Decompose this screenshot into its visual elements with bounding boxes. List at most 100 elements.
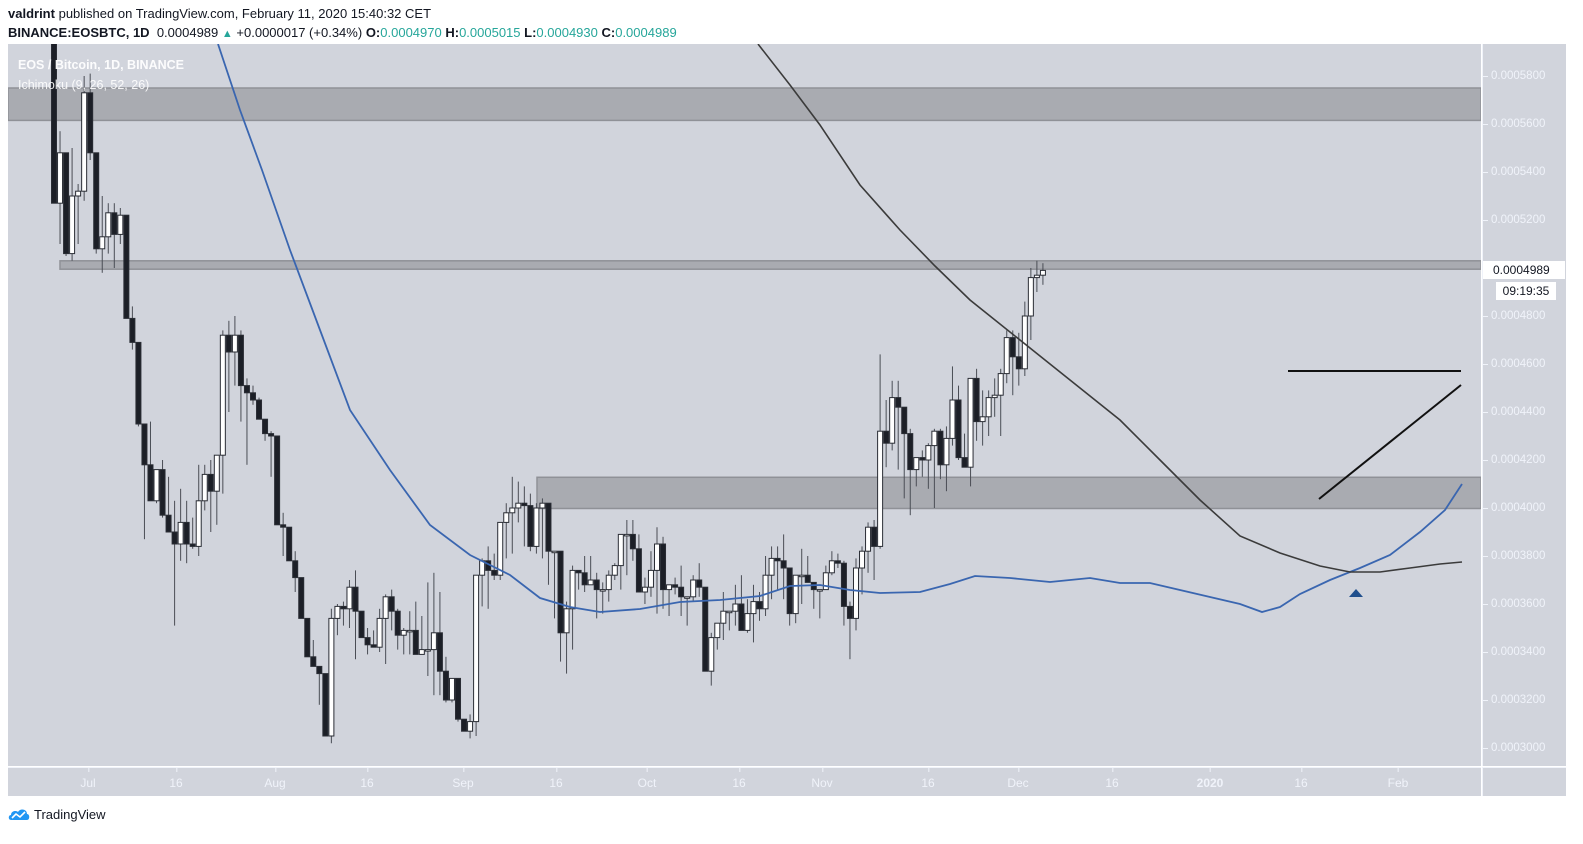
bullish-candle [376, 617, 383, 648]
bearish-candle [840, 562, 847, 607]
time-tick-label: 16 [1105, 768, 1119, 790]
close-value: 0.0004989 [615, 25, 677, 40]
bullish-candle [852, 567, 859, 619]
bearish-candle [804, 574, 811, 583]
moving-average-line [217, 44, 1463, 613]
bullish-candle [654, 543, 660, 571]
price-tick-label: 0.0003400 [1482, 646, 1546, 658]
bearish-candle [629, 533, 636, 550]
price-tick-label: 0.0005600 [1482, 118, 1546, 130]
axis-corner [1482, 767, 1566, 796]
bearish-candle [436, 632, 443, 672]
bullish-candle [334, 605, 341, 619]
bearish-candle [937, 430, 944, 466]
bullish-candle [720, 610, 727, 624]
bearish-candle [660, 543, 667, 591]
bearish-candle [364, 637, 371, 646]
bearish-candle [919, 457, 926, 461]
bullish-candle [400, 629, 407, 636]
last-price: 0.0004989 [156, 25, 219, 40]
candlestick-chart[interactable] [8, 44, 1481, 766]
symbol-info-bar: BINANCE:EOSBTC, 1D 0.0004989 ▲ +0.000001… [8, 25, 677, 40]
bullish-candle [515, 502, 522, 509]
bearish-candle [696, 579, 703, 588]
time-tick-label: 16 [921, 768, 935, 790]
bullish-candle [865, 526, 872, 552]
bearish-candle [310, 656, 317, 667]
bearish-candle [63, 152, 70, 255]
bearish-candle [298, 577, 305, 619]
bullish-candle [599, 589, 606, 592]
bullish-candle [997, 373, 1004, 396]
price-tick-label: 0.0004400 [1482, 406, 1546, 418]
bearish-candle [183, 521, 190, 545]
bullish-candle [231, 334, 238, 353]
bullish-candle [479, 560, 486, 576]
price-axis[interactable]: 0.0005800 0.0005600 0.0005400 0.0005200 0.00… [1482, 44, 1566, 766]
time-tick-label: 16 [169, 768, 183, 790]
up-arrow-icon: ▲ [221, 28, 233, 40]
bearish-candle [961, 457, 968, 468]
bullish-candle [1033, 274, 1040, 279]
bearish-candle [147, 464, 154, 502]
tradingview-logo[interactable]: TradingView [8, 806, 106, 822]
price-tick-label: 0.0004200 [1482, 454, 1546, 466]
open-label: O: [365, 25, 381, 40]
bearish-candle [593, 579, 600, 591]
bearish-candle [87, 92, 94, 154]
bearish-candle [268, 433, 275, 437]
bullish-candle [117, 214, 124, 235]
bearish-candle [237, 334, 244, 387]
time-tick-label: 16 [732, 768, 746, 790]
bullish-candle [418, 649, 425, 655]
bearish-candle [189, 543, 196, 547]
bearish-candle [527, 505, 534, 547]
bearish-candle [316, 665, 323, 675]
indicator-legend[interactable]: Ichimoku (9, 26, 52, 26) [18, 78, 150, 92]
time-tick-label: Nov [811, 768, 833, 790]
bullish-candle [1003, 337, 1010, 375]
publish-info: valdrint published on TradingView.com, F… [8, 6, 431, 21]
time-tick-label: Dec [1007, 768, 1029, 790]
tradingview-cloud-icon [8, 809, 30, 820]
brand-name: TradingView [34, 806, 106, 822]
bullish-candle [726, 610, 733, 614]
bearish-candle [635, 548, 642, 593]
bullish-candle [611, 565, 618, 576]
bullish-candle [641, 586, 648, 593]
author-name[interactable]: valdrint [8, 6, 55, 21]
bearish-candle [491, 569, 498, 576]
bullish-candle [1039, 269, 1046, 276]
time-axis[interactable]: Jul 16 Aug 16 Sep 16 Oct 16 Nov 16 Dec 16 2020 16 Feb [8, 767, 1481, 796]
price-change: +0.0000017 (+0.34%) [236, 25, 363, 40]
price-tick-label: 0.0004800 [1482, 310, 1546, 322]
resistance-zone [536, 476, 1481, 510]
chart-pane[interactable]: EOS / Bitcoin, 1D, BINANCE Ichimoku (9, … [8, 44, 1481, 766]
bearish-candle [756, 601, 763, 610]
bearish-candle [93, 152, 100, 250]
bearish-candle [370, 644, 377, 648]
bearish-candle [521, 502, 528, 507]
bullish-candle [979, 416, 986, 423]
bullish-candle [605, 574, 612, 591]
bullish-candle [563, 608, 570, 634]
bullish-candle [985, 397, 992, 418]
bullish-candle [816, 589, 823, 592]
bullish-candle [798, 574, 805, 578]
bullish-candle [949, 399, 956, 439]
bearish-candle [1015, 356, 1022, 370]
publish-text: published on TradingView.com, February 1… [58, 6, 432, 21]
bullish-candle [1027, 277, 1034, 317]
price-tick-label: 0.0004600 [1482, 358, 1546, 370]
time-tick-label: Feb [1387, 768, 1409, 790]
bearish-candle [123, 214, 130, 319]
bullish-candle [551, 550, 558, 554]
bullish-candle [406, 629, 413, 633]
bearish-candle [678, 586, 685, 598]
bearish-candle [111, 212, 118, 235]
bullish-candle [913, 457, 920, 471]
bullish-candle [792, 574, 799, 615]
bearish-candle [907, 433, 914, 471]
bearish-candle [461, 718, 468, 732]
bullish-candle [569, 569, 576, 610]
